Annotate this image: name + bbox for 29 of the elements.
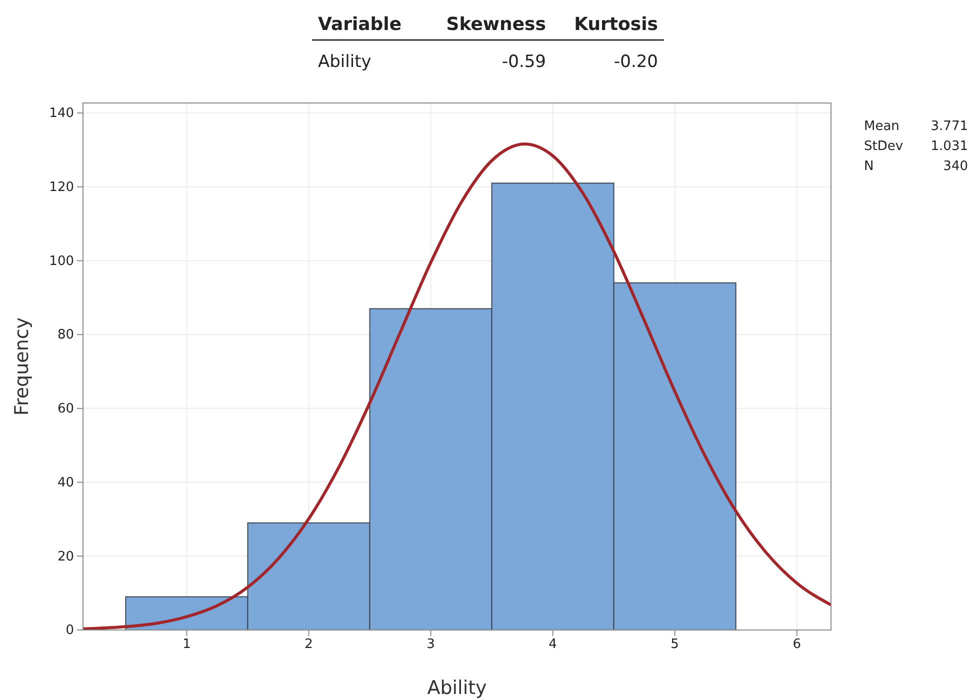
x-tick-label: 5 [670,637,679,652]
y-tick-label: 100 [49,254,74,269]
text: Ability [318,52,372,72]
y-tick-label: 140 [49,106,74,122]
y-axis-title: Frequency [11,317,33,416]
text: Kurtosis [574,14,658,35]
y-tick-label: 40 [57,475,74,490]
line-series [82,142,832,630]
text: 1.031 [930,139,968,154]
y-tick-label: 120 [49,180,74,195]
y-tick-label: 0 [66,623,74,638]
x-tick-label: 3 [426,637,435,652]
text: 3.771 [930,119,968,134]
y-tick-label: 20 [57,549,74,564]
text: N [864,159,874,174]
x-tick-label: 4 [548,637,557,652]
x-tick-label: 6 [792,637,801,652]
text: StDev [864,139,904,154]
x-axis-title: Ability [427,677,487,699]
text: Variable [318,14,402,35]
text: Skewness [446,14,546,35]
text: 340 [943,159,968,174]
text: -0.59 [502,52,546,72]
x-tick-label: 2 [304,637,313,652]
x-tick-label: 1 [182,637,191,652]
y-tick-label: 60 [57,402,74,417]
text: -0.20 [614,52,658,72]
text: Mean [864,119,900,134]
y-tick-label: 80 [57,328,74,343]
